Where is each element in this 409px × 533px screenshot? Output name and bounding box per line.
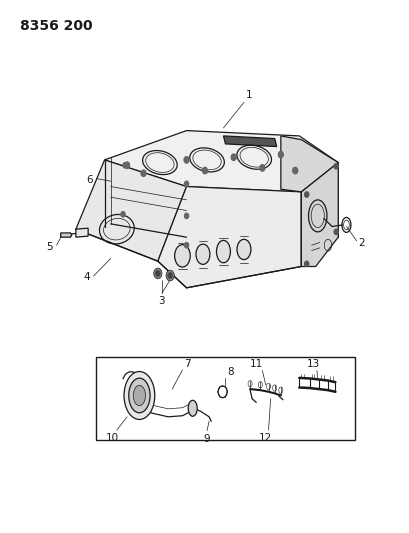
Circle shape: [155, 271, 160, 276]
Text: 8356 200: 8356 200: [20, 19, 92, 33]
Text: 3: 3: [158, 296, 165, 306]
Circle shape: [278, 151, 283, 158]
Circle shape: [304, 261, 308, 266]
Polygon shape: [76, 160, 186, 261]
Ellipse shape: [216, 240, 230, 263]
Polygon shape: [104, 131, 337, 192]
Circle shape: [333, 229, 337, 235]
Circle shape: [231, 154, 236, 160]
Circle shape: [153, 268, 162, 279]
Circle shape: [184, 243, 188, 248]
Text: 8: 8: [227, 367, 234, 377]
Ellipse shape: [124, 372, 155, 419]
Circle shape: [259, 165, 264, 171]
Text: 9: 9: [203, 434, 210, 445]
Circle shape: [184, 181, 188, 187]
Circle shape: [184, 157, 189, 163]
Circle shape: [304, 192, 308, 197]
Circle shape: [333, 164, 337, 169]
Polygon shape: [280, 136, 337, 192]
Ellipse shape: [133, 385, 145, 406]
Bar: [96, 357, 354, 440]
Ellipse shape: [236, 239, 250, 260]
Polygon shape: [157, 187, 301, 288]
Circle shape: [292, 167, 297, 174]
Text: 13: 13: [306, 359, 319, 369]
Text: 11: 11: [249, 359, 262, 369]
Circle shape: [184, 213, 188, 219]
Text: 6: 6: [86, 175, 92, 184]
Text: 2: 2: [357, 238, 364, 247]
Text: 5: 5: [47, 242, 53, 252]
Text: 1: 1: [245, 90, 252, 100]
Circle shape: [202, 167, 207, 174]
Circle shape: [168, 273, 172, 278]
Text: 4: 4: [83, 272, 90, 282]
Circle shape: [166, 270, 174, 281]
Circle shape: [141, 170, 146, 176]
Polygon shape: [223, 136, 276, 147]
Ellipse shape: [188, 400, 197, 416]
Polygon shape: [61, 233, 72, 237]
Text: 12: 12: [258, 433, 272, 443]
Circle shape: [121, 212, 125, 217]
Circle shape: [123, 163, 127, 168]
Text: 7: 7: [183, 359, 190, 369]
Text: 10: 10: [106, 433, 119, 443]
Polygon shape: [76, 228, 88, 237]
Ellipse shape: [174, 245, 190, 267]
Ellipse shape: [128, 378, 150, 413]
Polygon shape: [301, 163, 337, 266]
Polygon shape: [301, 163, 337, 266]
Ellipse shape: [196, 244, 209, 264]
Circle shape: [124, 162, 129, 168]
